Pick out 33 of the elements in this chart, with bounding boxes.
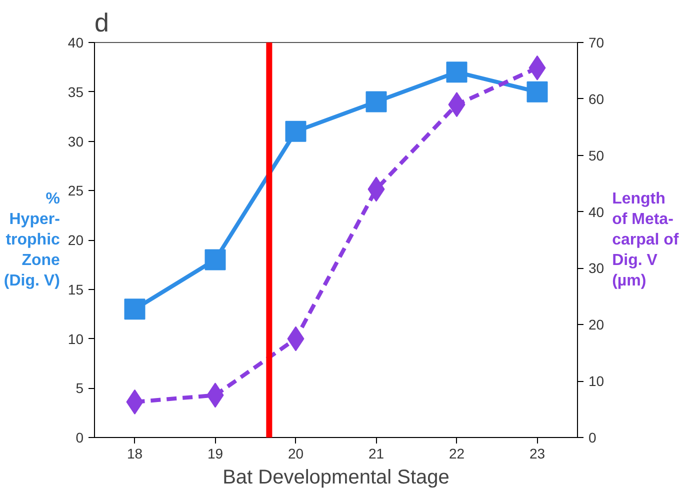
x-tick-label: 18 [126,446,143,462]
y-tick-label: 10 [68,330,84,347]
y-tick-label: 30 [68,133,84,150]
y-tick-label: 5 [76,380,84,396]
y2-axis-title: Length of Meta- carpal of Dig. V (µm) [612,190,680,290]
x-tick-label: 23 [529,446,546,462]
y2-tick-label: 50 [588,147,604,164]
x-tick-label: 22 [448,446,465,462]
y-tick-label: 20 [68,232,84,248]
y2-tick-label: 30 [588,260,604,276]
x-axis-title: Bat Developmental Stage [222,466,450,488]
chart-title: d [94,8,109,38]
point [526,81,548,102]
point [124,298,146,320]
point [204,249,226,270]
point [366,91,387,112]
point [446,62,468,83]
y-tick-label: 0 [76,430,84,446]
y2-tick-label: 20 [588,316,604,333]
x-tick-label: 19 [207,446,224,462]
y2-tick-label: 0 [588,430,596,446]
y-tick-label: 40 [68,34,84,50]
y2-tick-label: 60 [588,90,604,107]
y-tick-label: 35 [68,84,84,100]
y2-tick-label: 70 [588,34,604,50]
x-tick-label: 20 [288,446,304,462]
x-tick-label: 21 [368,446,384,462]
y2-tick-label: 10 [588,373,604,390]
y-tick-label: 15 [68,281,84,298]
y-tick-label: 25 [68,182,84,199]
y-axis-title: % Hyper- trophic Zone (Dig. V) [4,190,60,290]
point [285,120,306,142]
y2-tick-label: 40 [588,204,604,220]
